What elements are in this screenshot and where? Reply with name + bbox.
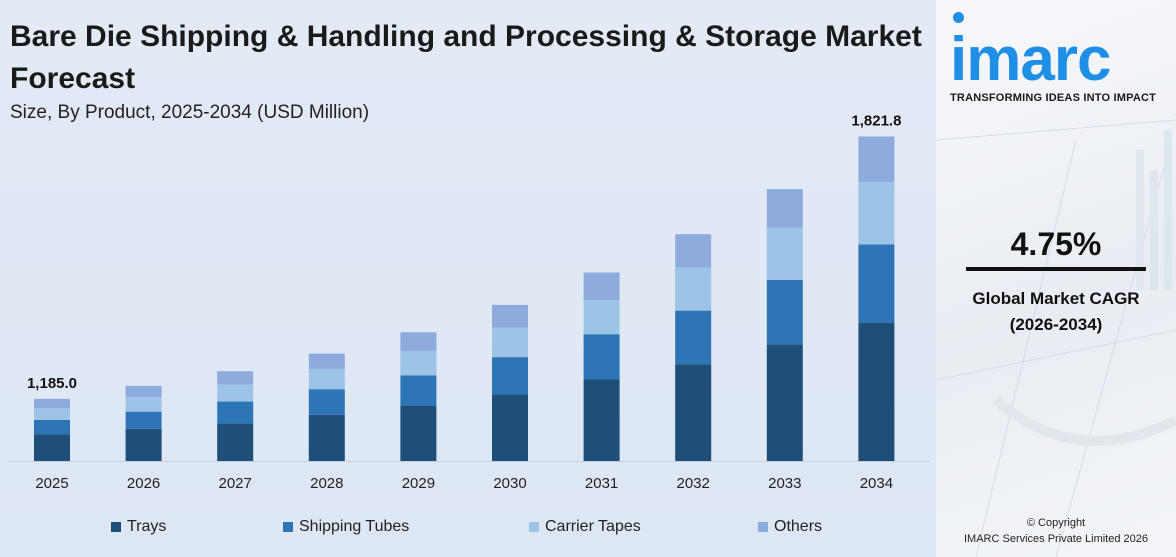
- legend-item-shipping-tubes: Shipping Tubes: [283, 518, 409, 536]
- brand-panel: imarc TRANSFORMING IDEAS INTO IMPACT 4.7…: [936, 0, 1176, 557]
- x-tick-label-2033: 2033: [768, 475, 801, 492]
- cagr-label-line2: (2026-2034): [1009, 315, 1103, 334]
- bar-segment-others-2027: [217, 371, 254, 385]
- cagr-value: 4.75%: [1010, 226, 1102, 262]
- bar-segment-others-2028: [308, 353, 345, 369]
- logo-dot-icon: [953, 12, 964, 23]
- bar-segment-carrier-tapes-2026: [125, 397, 162, 412]
- bar-segment-shipping-tubes-2030: [492, 357, 528, 395]
- bar-segment-carrier-tapes-2032: [675, 267, 712, 311]
- bar-segment-carrier-tapes-2030: [492, 327, 528, 358]
- bar-segment-carrier-tapes-2027: [217, 384, 254, 402]
- legend-label: Trays: [127, 518, 167, 535]
- x-tick-label-2026: 2026: [127, 475, 160, 492]
- bar-segment-carrier-tapes-2034: [858, 182, 895, 245]
- copyright-line2: IMARC Services Private Limited 2026: [963, 533, 1148, 545]
- legend-item-others: Others: [758, 518, 822, 536]
- bar-segment-shipping-tubes-2033: [766, 279, 803, 345]
- total-label-2025: 1,185.0: [27, 375, 77, 392]
- bar-segment-others-2029: [400, 332, 437, 351]
- bar-segment-shipping-tubes-2034: [858, 244, 895, 323]
- chart-panel: Bare Die Shipping & Handling and Process…: [0, 0, 936, 557]
- bar-segment-shipping-tubes-2031: [583, 334, 620, 380]
- bar-segment-others-2032: [675, 234, 712, 268]
- legend-label: Shipping Tubes: [299, 518, 410, 535]
- imarc-logo: imarc: [950, 25, 1111, 94]
- copyright-line1: © Copyright: [1026, 517, 1086, 529]
- legend-swatch: [529, 522, 539, 532]
- bar-segment-trays-2026: [125, 428, 162, 461]
- bar-segment-trays-2033: [766, 344, 803, 461]
- x-tick-label-2032: 2032: [677, 475, 710, 492]
- x-tick-label-2031: 2031: [585, 475, 618, 492]
- bar-segment-trays-2032: [675, 364, 712, 461]
- bar-segment-shipping-tubes-2028: [308, 389, 345, 415]
- bar-segment-others-2034: [858, 136, 895, 182]
- bar-segment-trays-2027: [217, 423, 254, 461]
- cagr-label: Global Market CAGR (2026-2034): [936, 286, 1176, 338]
- x-tick-label-2029: 2029: [402, 475, 435, 492]
- bar-segment-shipping-tubes-2025: [34, 419, 70, 435]
- background-chart-graphic: [936, 119, 1176, 557]
- bar-segment-trays-2028: [308, 414, 345, 461]
- legend-swatch: [758, 522, 768, 532]
- x-tick-label-2030: 2030: [493, 475, 526, 492]
- total-label-2034: 1,821.8: [851, 113, 901, 130]
- bar-segment-carrier-tapes-2033: [766, 227, 803, 280]
- x-tick-label-2034: 2034: [860, 475, 893, 492]
- bar-segment-carrier-tapes-2028: [308, 368, 345, 390]
- bar-segment-others-2030: [492, 304, 528, 328]
- x-tick-label-2028: 2028: [310, 475, 343, 492]
- bar-segment-trays-2025: [34, 434, 70, 461]
- bar-segment-trays-2029: [400, 406, 437, 461]
- chart-title: Bare Die Shipping & Handling and Process…: [10, 20, 922, 95]
- bar-segment-trays-2031: [583, 379, 620, 461]
- bar-segment-shipping-tubes-2032: [675, 310, 712, 365]
- legend-swatch: [283, 522, 293, 532]
- legend-label: Carrier Tapes: [545, 518, 641, 535]
- legend-swatch: [111, 522, 121, 532]
- bar-segment-others-2033: [766, 189, 803, 228]
- bar-segment-shipping-tubes-2027: [217, 401, 254, 424]
- bar-segment-trays-2030: [492, 394, 528, 461]
- stacked-bar-chart: 2025 1,185.0 2026 2027 2028 2029 2030 2031 2032 2…: [8, 113, 930, 492]
- chart-legend: Trays Shipping Tubes Carrier Tapes Others: [0, 518, 936, 540]
- legend-item-carrier-tapes: Carrier Tapes: [529, 518, 641, 536]
- legend-item-trays: Trays: [111, 518, 166, 536]
- brand-tagline: TRANSFORMING IDEAS INTO IMPACT: [950, 92, 1157, 104]
- cagr-label-line1: Global Market CAGR: [972, 289, 1140, 308]
- bar-segment-others-2026: [125, 385, 162, 398]
- bar-segment-carrier-tapes-2029: [400, 351, 437, 376]
- bar-segment-carrier-tapes-2031: [583, 300, 620, 335]
- bar-segment-carrier-tapes-2025: [34, 408, 70, 420]
- bar-segment-others-2025: [34, 398, 70, 409]
- legend-label: Others: [774, 518, 823, 535]
- x-tick-label-2027: 2027: [219, 475, 252, 492]
- cagr-divider: [966, 267, 1146, 271]
- bar-segment-others-2031: [583, 272, 620, 300]
- bar-segment-shipping-tubes-2026: [125, 411, 162, 429]
- chart-subtitle: Size, By Product, 2025-2034 (USD Million…: [10, 102, 370, 123]
- bar-segment-shipping-tubes-2029: [400, 375, 437, 406]
- copyright: © Copyright IMARC Services Private Limit…: [936, 515, 1176, 547]
- x-tick-label-2025: 2025: [35, 475, 68, 492]
- bar-segment-trays-2034: [858, 322, 895, 461]
